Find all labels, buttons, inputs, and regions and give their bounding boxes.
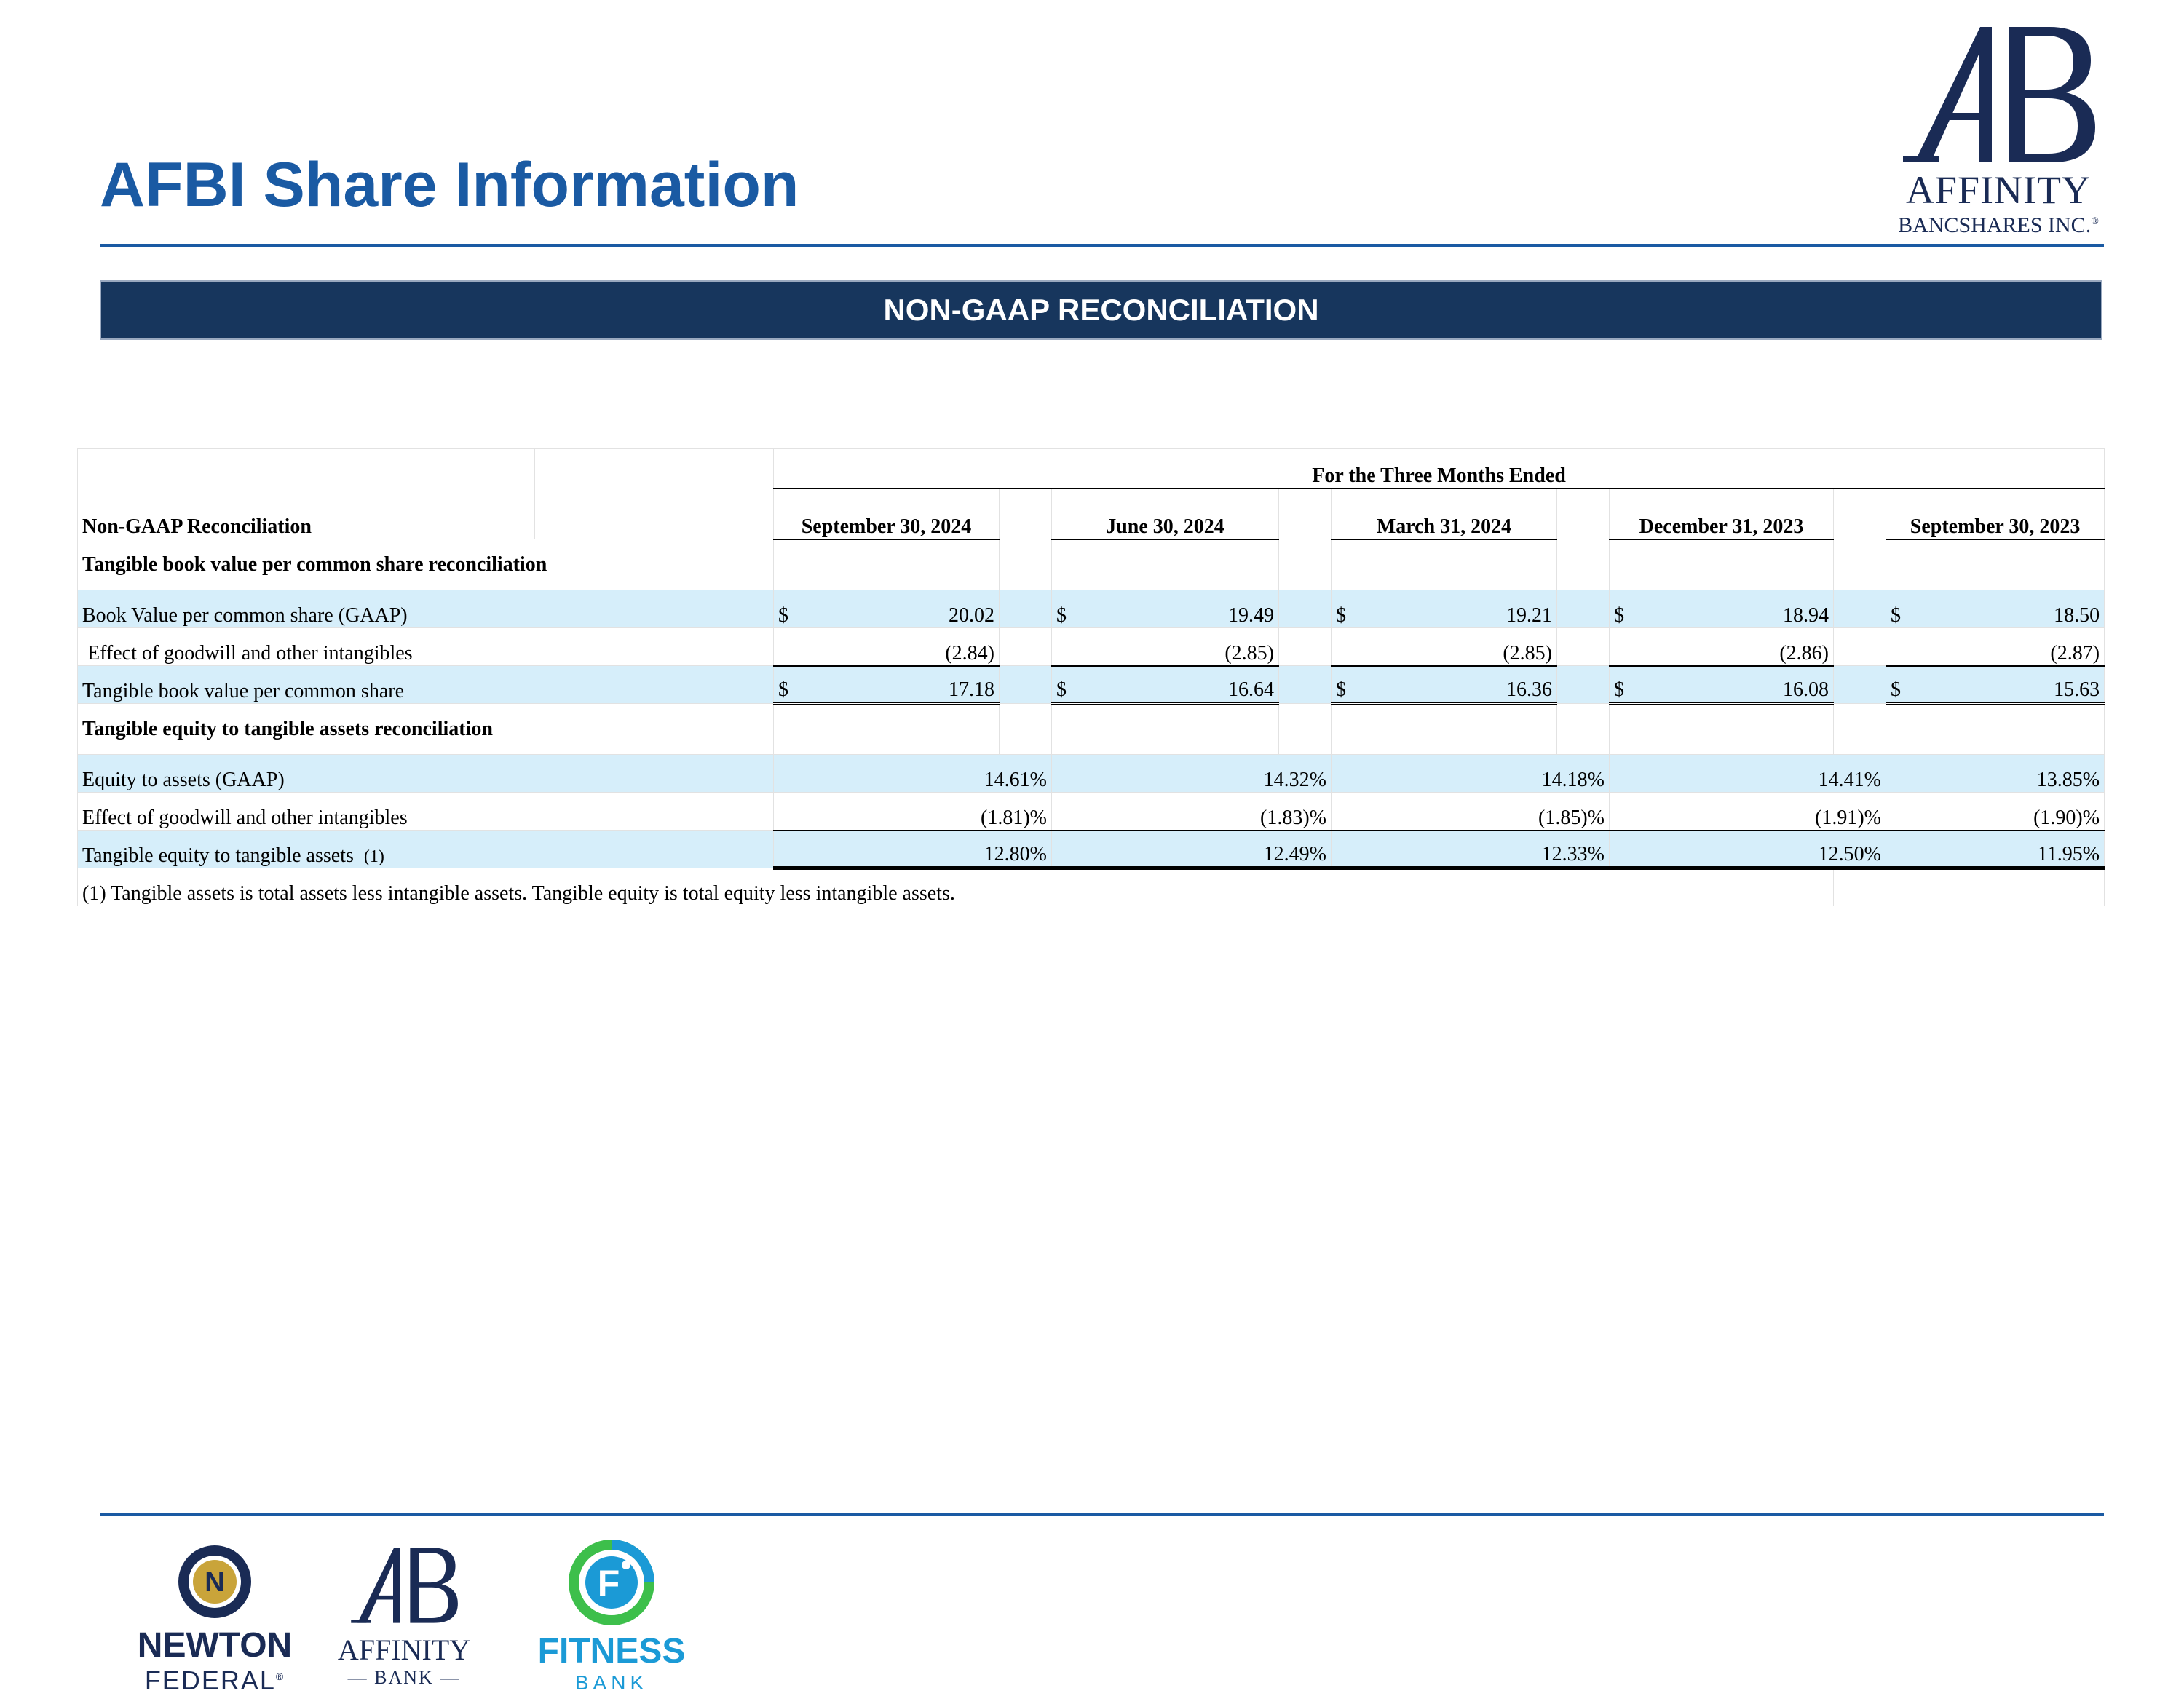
cell-value: (1.83)%	[1051, 792, 1332, 831]
period-group-header: For the Three Months Ended	[772, 448, 2105, 489]
header-divider	[100, 244, 2104, 247]
cell-value: 12.50%	[1609, 830, 1886, 870]
logo-bancshares-text: BANCSHARES INC.®	[1898, 213, 2099, 237]
table-header-row: Non-GAAP Reconciliation September 30, 20…	[77, 488, 2105, 540]
table-row: Tangible book value per common share $17…	[77, 665, 2105, 705]
cell-value: 12.33%	[1331, 830, 1610, 870]
row-label: Tangible book value per common share	[77, 665, 774, 704]
footnote-row: (1) Tangible assets is total assets less…	[77, 868, 2105, 906]
svg-text:N: N	[205, 1567, 224, 1598]
section-title: Tangible book value per common share rec…	[77, 539, 774, 590]
cell-value: 14.32%	[1051, 754, 1332, 793]
table-header-row: For the Three Months Ended	[77, 448, 2105, 489]
cell-value: $18.94	[1609, 590, 1834, 628]
fitness-f-icon: F	[569, 1540, 654, 1625]
newton-n-icon: N	[178, 1545, 251, 1618]
newton-word: NEWTON	[137, 1626, 293, 1665]
cell-value: $18.50	[1885, 590, 2105, 628]
section-header-row: Tangible book value per common share rec…	[77, 539, 2105, 590]
newton-federal-logo: N NEWTON FEDERAL®	[125, 1542, 304, 1696]
cell-value: (1.91)%	[1609, 792, 1886, 831]
cell-value: (1.90)%	[1885, 792, 2105, 831]
fitness-word: FITNESS	[537, 1632, 686, 1671]
fitness-sub: BANK	[574, 1671, 649, 1694]
fitness-bank-logo: F FITNESS BANK	[535, 1537, 688, 1695]
affinity-bank-logo: AFFINITY — BANK —	[331, 1542, 477, 1689]
cell-value: (2.85)	[1051, 627, 1279, 667]
footnote-text: (1) Tangible assets is total assets less…	[77, 868, 1834, 906]
column-header: September 30, 2023	[1885, 488, 2105, 540]
cell-value: 14.61%	[773, 754, 1052, 793]
section-title: Tangible equity to tangible assets recon…	[77, 703, 774, 755]
cell-value: (2.87)	[1885, 627, 2105, 667]
cell-value: (2.84)	[773, 627, 1000, 667]
newton-sub: FEDERAL®	[144, 1665, 285, 1695]
column-header: September 30, 2024	[773, 488, 1000, 540]
affinity-bancshares-logo: AFFINITY BANCSHARES INC.®	[1893, 25, 2104, 240]
cell-value: $15.63	[1885, 665, 2105, 705]
row-label: Effect of goodwill and other intangibles	[77, 792, 774, 831]
affinity-sub: — BANK —	[347, 1667, 461, 1688]
footer-divider	[100, 1513, 2104, 1516]
column-header: March 31, 2024	[1331, 488, 1557, 540]
cell-value: 12.80%	[773, 830, 1052, 870]
row-label: Tangible equity to tangible assets (1)	[77, 830, 774, 868]
footnote-ref: (1)	[363, 847, 384, 866]
table-row: Effect of goodwill and other intangibles…	[77, 792, 2105, 831]
cell-value: (2.86)	[1609, 627, 1834, 667]
section-header-row: Tangible equity to tangible assets recon…	[77, 703, 2105, 755]
cell-value: $19.21	[1331, 590, 1557, 628]
ab-monogram-icon	[351, 1548, 458, 1623]
cell-value: 11.95%	[1885, 830, 2105, 870]
cell-value: $17.18	[773, 665, 1000, 705]
row-label: Equity to assets (GAAP)	[77, 754, 774, 793]
cell-value: 12.49%	[1051, 830, 1332, 870]
cell-value: 13.85%	[1885, 754, 2105, 793]
row-header-label: Non-GAAP Reconciliation	[77, 488, 535, 539]
cell-value: $16.36	[1331, 665, 1557, 705]
table-row: Effect of goodwill and other intangibles…	[77, 627, 2105, 667]
column-header: December 31, 2023	[1609, 488, 1834, 540]
affinity-word: AFFINITY	[337, 1633, 471, 1666]
table-row: Equity to assets (GAAP) 14.61% 14.32% 14…	[77, 754, 2105, 793]
section-banner: NON-GAAP RECONCILIATION	[100, 280, 2102, 340]
column-header: June 30, 2024	[1051, 488, 1279, 540]
cell-value: $19.49	[1051, 590, 1279, 628]
logo-affinity-text: AFFINITY	[1905, 168, 2091, 212]
table-row: Tangible equity to tangible assets (1) 1…	[77, 830, 2105, 870]
reconciliation-table: For the Three Months Ended Non-GAAP Reco…	[77, 448, 2105, 906]
table-row: Book Value per common share (GAAP) $20.0…	[77, 590, 2105, 628]
row-label: Book Value per common share (GAAP)	[77, 590, 774, 628]
row-label: Effect of goodwill and other intangibles	[77, 627, 774, 666]
cell-value: (1.85)%	[1331, 792, 1610, 831]
cell-value: (1.81)%	[773, 792, 1052, 831]
cell-value: $20.02	[773, 590, 1000, 628]
page-title: AFBI Share Information	[100, 150, 799, 220]
svg-text:F: F	[598, 1563, 620, 1604]
cell-value: $16.08	[1609, 665, 1834, 705]
ab-monogram-icon	[1903, 27, 2095, 162]
cell-value: $16.64	[1051, 665, 1279, 705]
cell-value: (2.85)	[1331, 627, 1557, 667]
cell-value: 14.18%	[1331, 754, 1610, 793]
cell-value: 14.41%	[1609, 754, 1886, 793]
